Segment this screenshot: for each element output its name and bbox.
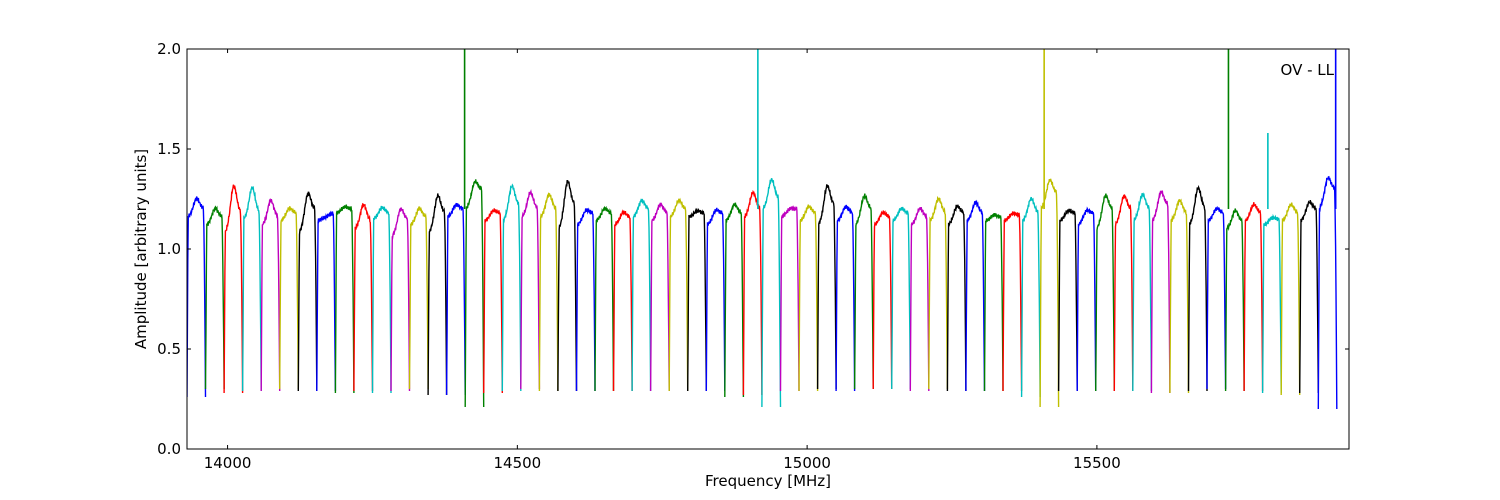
channel-line — [946, 204, 967, 392]
channel-line — [316, 210, 337, 392]
channel-line — [761, 178, 782, 408]
y-axis-label: Amplitude [arbitrary units] — [132, 149, 150, 349]
y-tick-label: 2.0 — [157, 40, 181, 58]
channel-line — [853, 193, 874, 390]
channel-line — [297, 190, 318, 392]
channel-line — [594, 205, 615, 392]
channel-line — [1280, 202, 1301, 396]
channel-line — [464, 179, 485, 408]
y-tick-label: 1.5 — [157, 140, 181, 158]
x-tick-label: 15000 — [783, 454, 831, 472]
channel-line — [1132, 192, 1153, 392]
channel-line — [445, 202, 466, 396]
channel-line — [983, 212, 1004, 392]
channel-line — [1187, 184, 1208, 392]
channel-line — [427, 193, 448, 396]
channel-line — [557, 179, 578, 392]
channel-line — [835, 204, 856, 392]
axis-ticks: 14000 14500 15000 15500 0.0 0.5 1.0 1.5 2.0 — [157, 40, 1349, 472]
channel-line — [705, 207, 726, 392]
channel-line — [891, 206, 911, 390]
channel-line — [742, 189, 763, 396]
channel-line — [1150, 190, 1171, 394]
channel-line — [408, 206, 429, 390]
channel-line — [353, 202, 374, 392]
channel-line — [1169, 198, 1190, 394]
channel-line — [204, 205, 225, 390]
channel-line — [965, 199, 986, 392]
channel-line — [241, 185, 262, 392]
channel-line — [1224, 208, 1245, 392]
chart-annotation: OV - LL — [1281, 61, 1335, 79]
channel-line — [687, 207, 707, 392]
channel-line — [1261, 213, 1282, 394]
channel-line — [1020, 196, 1041, 398]
channel-line — [1002, 211, 1023, 392]
channel-line — [872, 209, 893, 390]
channel-line — [1113, 194, 1134, 392]
channel-line — [798, 204, 819, 392]
channel-line — [334, 204, 355, 394]
x-axis-label: Frequency [MHz] — [705, 472, 831, 490]
series-lines — [187, 49, 1338, 410]
channel-line — [1057, 208, 1078, 392]
channel-line — [371, 205, 392, 394]
x-tick-label: 15500 — [1073, 454, 1121, 472]
channel-line — [631, 198, 652, 392]
channel-line — [520, 188, 541, 390]
y-tick-label: 0.0 — [157, 440, 181, 458]
plot-frame — [186, 48, 1350, 450]
channel-line — [928, 195, 949, 390]
channel-line — [260, 197, 281, 392]
channel-line — [483, 208, 503, 394]
channel-line — [1095, 193, 1115, 392]
channel-line — [612, 209, 633, 392]
channel-line — [724, 202, 745, 398]
channel-line — [909, 206, 930, 392]
channel-line — [649, 202, 670, 392]
channel-line — [668, 197, 689, 392]
channel-line — [1299, 199, 1319, 394]
x-tick-label: 14500 — [493, 454, 541, 472]
y-tick-label: 0.5 — [157, 340, 181, 358]
channel-line — [575, 207, 596, 392]
channel-line — [1039, 178, 1060, 408]
channel-line — [1076, 206, 1097, 392]
channel-line — [1317, 175, 1338, 410]
channel-line — [1243, 202, 1264, 392]
channel-line — [390, 207, 411, 392]
channel-line — [279, 206, 299, 390]
channel-line — [223, 184, 244, 394]
channel-line — [1206, 205, 1227, 390]
channel-line — [538, 192, 559, 392]
channel-line — [816, 184, 837, 390]
channel-line — [501, 183, 522, 392]
y-tick-label: 1.0 — [157, 240, 181, 258]
x-tick-label: 14000 — [204, 454, 252, 472]
channel-line — [187, 196, 207, 398]
channel-line — [779, 205, 800, 392]
